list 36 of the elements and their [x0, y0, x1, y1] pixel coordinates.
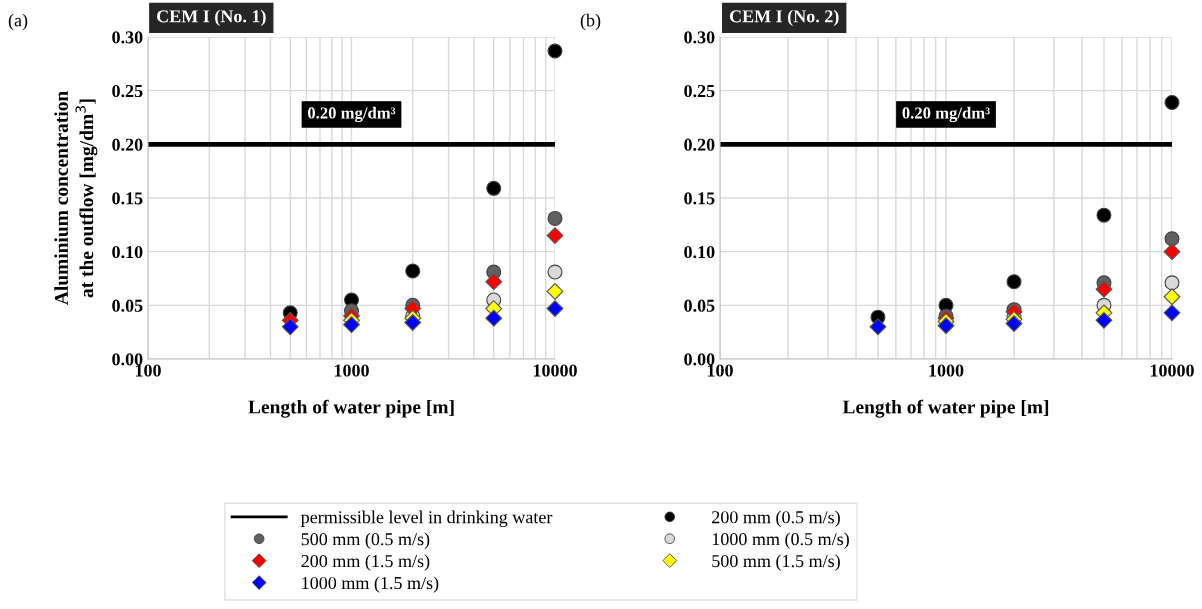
y-tick-label: 0.30	[684, 31, 715, 44]
legend-label: 1000 mm (1.5 m/s)	[302, 576, 439, 593]
chart-title: CEM I (No. 1)	[157, 9, 266, 27]
chart-title: CEM I (No. 2)	[729, 9, 839, 27]
x-tick-label: 10000	[533, 364, 577, 377]
legend-label: 500 mm (1.5 m/s)	[712, 554, 840, 571]
legend-label: 200 mm (0.5 m/s)	[712, 510, 840, 527]
y-tick-label: 0.20	[684, 138, 715, 151]
y-tick-label: 0.10	[684, 245, 715, 259]
y-tick-label: 0.00	[684, 353, 715, 366]
x-tick-label: 100	[707, 364, 733, 377]
text: (a)	[8, 13, 28, 31]
x-axis-title: Length of water pipe [m]	[248, 399, 454, 418]
y-tick-label: 0.00	[112, 353, 143, 366]
text: (b)	[580, 13, 601, 31]
y-tick-label: 0.15	[684, 192, 715, 205]
y-tick-label: 0.05	[684, 299, 715, 312]
y-tick-label: 0.25	[112, 84, 143, 98]
y-tick-label: 0.15	[112, 192, 143, 205]
y-tick-label: 0.25	[684, 84, 715, 98]
y-axis-title: Aluminium concentration at the outflow [mg/dm$^{3}$]	[54, 91, 98, 306]
x-axis-title: Length of water pipe [m]	[842, 399, 1049, 418]
legend-label: 1000 mm (0.5 m/s)	[712, 532, 849, 549]
annotation: 0.20 mg/dm³	[902, 106, 990, 123]
y-tick-label: 0.10	[112, 245, 143, 259]
legend-label: 200 mm (1.5 m/s)	[301, 554, 430, 571]
y-tick-label: 0.30	[112, 31, 143, 44]
x-tick-label: 1000	[929, 364, 964, 377]
y-tick-label: 0.20	[112, 138, 143, 151]
legend-label: 500 mm (0.5 m/s)	[301, 532, 430, 549]
annotation: 0.20 mg/dm³	[307, 106, 396, 123]
legend-label: permissible level in drinking water	[300, 510, 553, 528]
x-tick-label: 1000	[334, 364, 369, 377]
y-tick-label: 0.05	[112, 299, 143, 312]
x-tick-label: 100	[135, 364, 161, 377]
x-tick-label: 10000	[1150, 364, 1194, 377]
